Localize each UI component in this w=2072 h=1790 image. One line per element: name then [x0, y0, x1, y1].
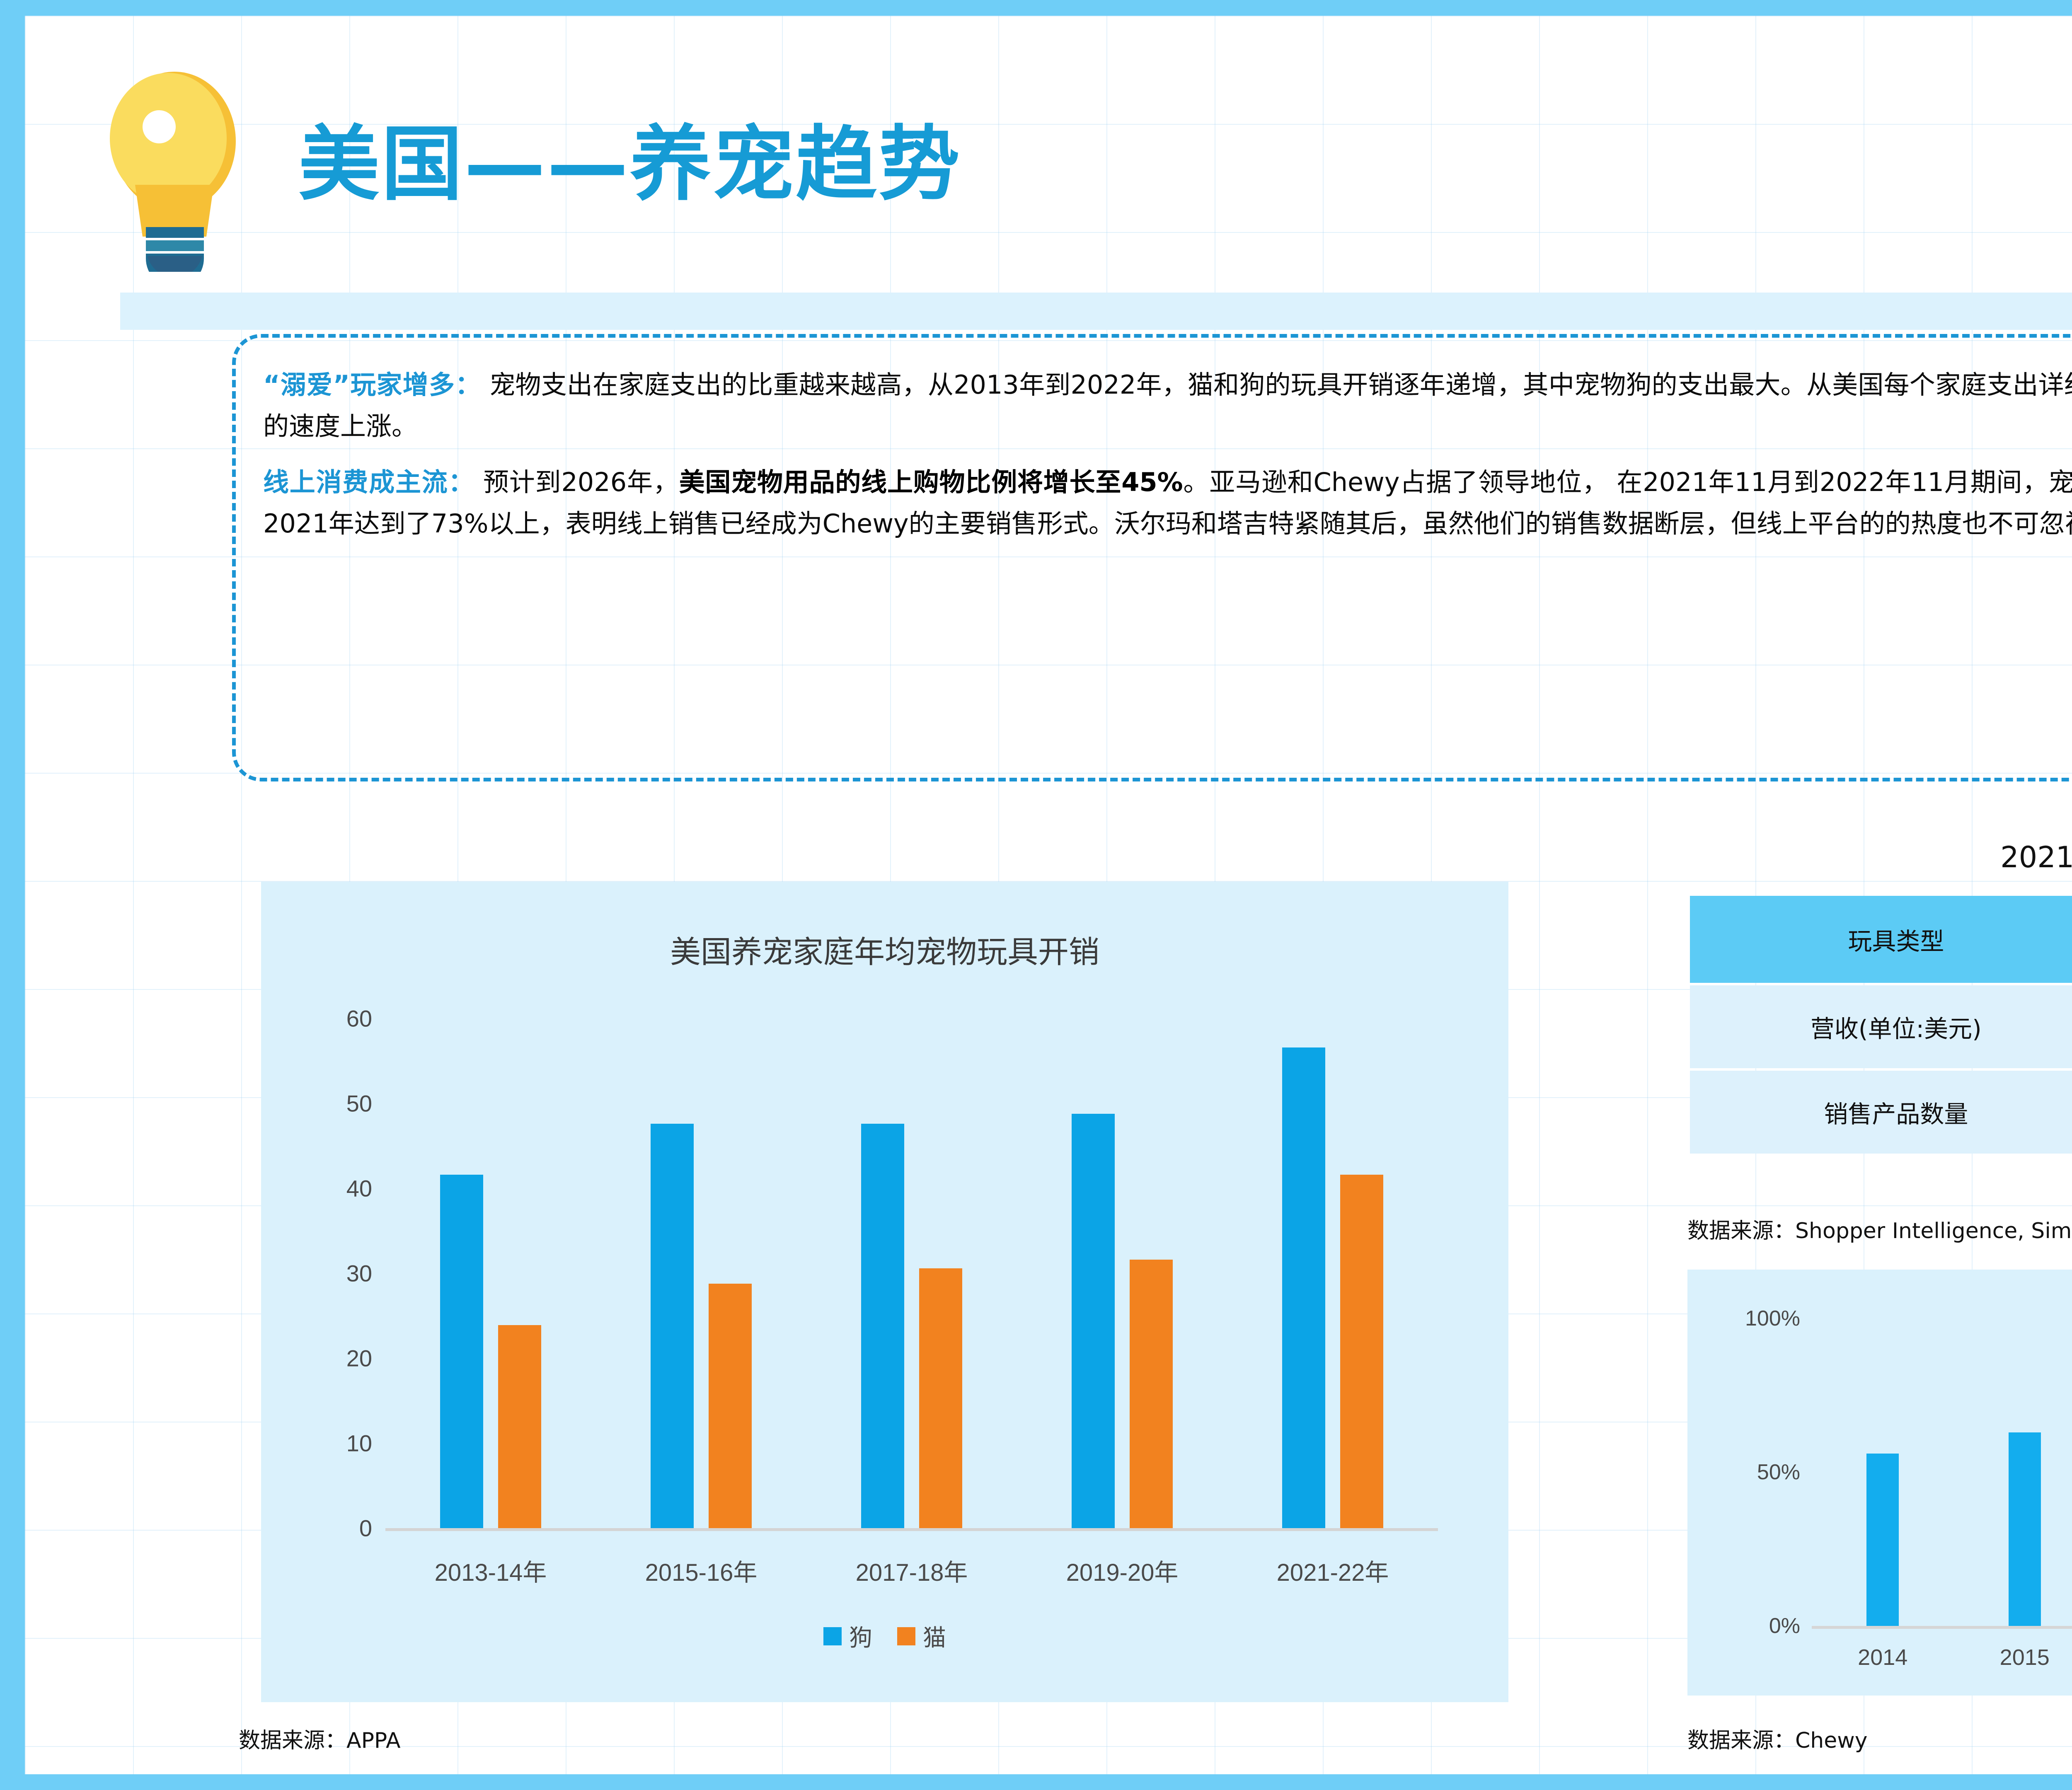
- lightbulb-icon: [110, 72, 236, 272]
- bar-dog: [1072, 1113, 1115, 1528]
- bar-group: [385, 1018, 596, 1528]
- bar-cat: [709, 1283, 752, 1528]
- bar-dog: [651, 1124, 694, 1528]
- table-row-label: 销售产品数量: [1690, 1071, 2072, 1154]
- page-header: 美国——养宠趋势: [25, 16, 2072, 289]
- pet-toy-spend-chart: 美国养宠家庭年均宠物玩具开销 0 10 20 30 40 50 60 狗猫 2013-14年…: [261, 882, 1508, 1702]
- y-tick-label: 10: [346, 1430, 372, 1456]
- bar-group: [596, 1018, 806, 1528]
- y-tick-label: 50%: [1757, 1460, 1800, 1484]
- table-row: 营收(单位:美元)134亿93.8亿6.009亿3.419亿: [1690, 985, 2072, 1068]
- source-right-chart: 数据来源：Chewy: [1687, 1728, 1868, 1753]
- chewy-autoship-chart: Chewy自动订阅客户销售额占比 0%50%100% 2014201520162…: [1687, 1270, 2072, 1696]
- x-category-label: 2019-20年: [1066, 1559, 1179, 1586]
- x-category-label: 2013-14年: [434, 1559, 547, 1586]
- bar: [2008, 1432, 2041, 1626]
- left-chart-legend: 狗猫: [261, 1619, 1508, 1653]
- bar-cat: [919, 1268, 962, 1528]
- paragraph-2-body-part2: 。亚马逊和Chewy占据了领导地位， 在2021年11月到2022年11月期间，…: [263, 467, 2072, 539]
- table-row-label: 营收(单位:美元): [1690, 985, 2072, 1068]
- y-tick-label: 20: [346, 1345, 372, 1372]
- bar-dog: [1282, 1047, 1325, 1528]
- bar-dog: [440, 1175, 483, 1528]
- legend-swatch: [897, 1627, 915, 1645]
- x-category-label: 2015-16年: [645, 1559, 758, 1586]
- paragraph-2-highlight: 美国宠物用品的线上购物比例将增长至45%: [679, 467, 1183, 497]
- bar-group: [806, 1018, 1017, 1528]
- legend-swatch: [823, 1627, 842, 1645]
- table-body: 营收(单位:美元)134亿93.8亿6.009亿3.419亿销售产品数量6.00…: [1690, 985, 2072, 1154]
- y-tick-label: 0: [359, 1515, 372, 1541]
- table-row: 销售产品数量6.008亿6.145亿6420万3390万: [1690, 1071, 2072, 1154]
- y-tick-label: 50: [346, 1090, 372, 1117]
- table-header-cell: 玩具类型: [1690, 896, 2072, 983]
- legend-label: 狗: [849, 1625, 872, 1651]
- y-tick-label: 30: [346, 1260, 372, 1287]
- left-x-axis: [385, 1528, 1438, 1531]
- y-tick-label: 60: [346, 1005, 372, 1032]
- x-category-label: 2021-22年: [1276, 1559, 1389, 1586]
- infographic-page: 美国——养宠趋势 “溺爱”玩家增多： 宠物支出在家庭支出的比重越来越高，从201…: [25, 16, 2072, 1774]
- title-underline-band: [120, 293, 2072, 330]
- y-tick-label: 0%: [1769, 1614, 1800, 1638]
- table-title: 2021年11月-2022年11月美国宠物用品电商销售情况: [2000, 840, 2072, 874]
- bar-cat: [498, 1325, 541, 1528]
- y-tick-label: 100%: [1745, 1306, 1800, 1330]
- source-left-chart: 数据来源：APPA: [239, 1728, 401, 1753]
- chart-title-left: 美国养宠家庭年均宠物玩具开销: [670, 934, 1099, 970]
- bar-dog: [861, 1124, 904, 1528]
- bar-cat: [1340, 1175, 1383, 1528]
- right-plot-area: 0% 50% 100%: [1745, 1306, 2072, 1638]
- right-x-axis: [1812, 1626, 2072, 1629]
- summary-box: “溺爱”玩家增多： 宠物支出在家庭支出的比重越来越高，从2013年到2022年，…: [232, 334, 2072, 781]
- bar-group: [1227, 1018, 1438, 1528]
- x-category-label: 2015: [1999, 1645, 2050, 1670]
- paragraph-1-lead: “溺爱”玩家增多：: [263, 370, 482, 400]
- table-header-row: 玩具类型亚马逊Chewy沃尔玛Target: [1690, 896, 2072, 983]
- summary-paragraph-2: 线上消费成主流： 预计到2026年，美国宠物用品的线上购物比例将增长至45%。亚…: [263, 462, 2072, 545]
- summary-paragraph-1: “溺爱”玩家增多： 宠物支出在家庭支出的比重越来越高，从2013年到2022年，…: [263, 364, 2072, 448]
- bar-cat: [1130, 1260, 1173, 1528]
- ecommerce-sales-table: 玩具类型亚马逊Chewy沃尔玛Target 营收(单位:美元)134亿93.8亿…: [1687, 893, 2072, 1156]
- page-title: 美国——养宠趋势: [298, 117, 962, 212]
- bar: [1866, 1454, 1899, 1626]
- legend-item: 猫: [897, 1619, 946, 1653]
- source-table: 数据来源：Shopper Intelligence, Similarweb: [1687, 1219, 2072, 1243]
- legend-item: 狗: [823, 1619, 872, 1653]
- legend-label: 猫: [923, 1625, 946, 1651]
- paragraph-2-body-part1: 预计到2026年，: [483, 467, 679, 497]
- bar-group: [1017, 1018, 1227, 1528]
- y-tick-label: 40: [346, 1175, 372, 1202]
- paragraph-2-lead: 线上消费成主流：: [263, 467, 475, 497]
- x-category-label: 2014: [1858, 1645, 1908, 1670]
- left-plot-area: 0 10 20 30 40 50 60: [346, 1006, 1438, 1541]
- x-category-label: 2017-18年: [855, 1559, 968, 1586]
- paragraph-1-body: 宠物支出在家庭支出的比重越来越高，从2013年到2022年，猫和狗的玩具开销逐年…: [263, 370, 2072, 442]
